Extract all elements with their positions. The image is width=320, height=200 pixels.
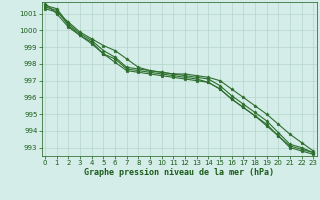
X-axis label: Graphe pression niveau de la mer (hPa): Graphe pression niveau de la mer (hPa) bbox=[84, 168, 274, 177]
